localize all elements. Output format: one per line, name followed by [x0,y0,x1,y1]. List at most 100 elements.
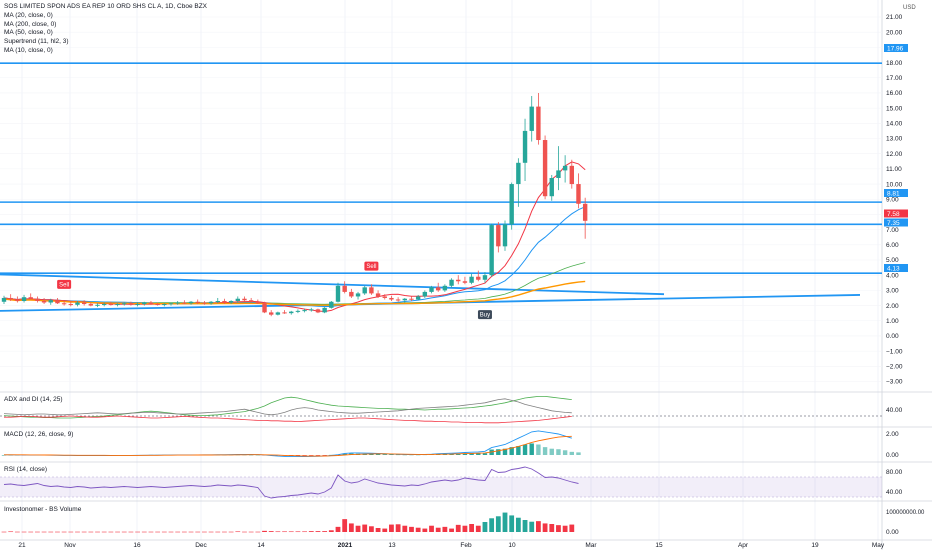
volume-title[interactable]: Investonomer - BS Volume [4,506,82,513]
volume-bar [128,531,134,533]
candle-body [395,299,401,301]
adx-title[interactable]: ADX and DI (14, 25) [4,396,63,403]
x-tick-label: 13 [388,542,396,549]
macd-histogram-bar [1,455,7,456]
candle-body [369,287,374,294]
macd-title[interactable]: MACD (12, 26, close, 9) [4,431,74,438]
y-tick-label: 0.00 [886,333,899,340]
signal-label: Buy [480,313,490,319]
rsi-tick-label: 40.00 [886,489,903,496]
candle-body [569,165,574,185]
volume-bar [268,531,274,532]
volume-bar [41,531,47,533]
candle-body [442,285,448,291]
candle-body [382,296,387,298]
volume-bar [88,531,94,533]
candle-body [255,301,261,304]
volume-bar [502,512,508,532]
candle-body [282,312,287,314]
candle-body [168,303,174,305]
volume-bar [328,530,334,532]
macd-histogram-bar [302,455,307,456]
rsi-band [0,477,882,497]
volume-bar [235,531,241,533]
rsi-tick-label: 80.00 [886,469,903,476]
legend-ma10[interactable]: MA (10, close, 0) [4,46,53,54]
candle-body [516,162,521,185]
y-tick-label: 17.00 [886,75,903,82]
volume-bar [429,525,434,532]
x-tick-label: May [872,542,885,549]
candle-body [95,304,100,306]
volume-bar [449,528,454,532]
candle-body [275,312,281,315]
volume-bar [469,524,474,532]
volume-bar [395,524,401,532]
x-tick-label: Nov [64,542,76,549]
volume-bar [202,531,207,533]
candle-body [375,293,381,297]
volume-bar [342,519,348,532]
rsi-title[interactable]: RSI (14, close) [4,466,47,473]
volume-bar [181,531,187,533]
sell-signal [57,279,72,289]
volume-bar [1,531,7,533]
candle-body [262,303,267,313]
volume-bar [228,531,234,533]
y-tick-label: 1.00 [886,318,899,325]
candle-body [128,303,134,305]
macd-histogram-bar [569,451,574,455]
volume-bar [556,525,561,532]
volume-bar [389,524,394,532]
price-tag [884,264,908,272]
y-tick-label: 20.00 [886,29,903,36]
candle-body [562,165,568,171]
legend-ma200[interactable]: MA (200, close, 0) [4,20,57,28]
volume-bar [95,531,100,533]
volume-bar [515,517,521,532]
candle-body [135,304,140,306]
macd-histogram-bar [369,453,374,455]
currency-label: USD [903,5,916,11]
y-tick-label: 15.00 [886,105,903,112]
volume-bar [141,531,147,533]
volume-bar [21,531,27,533]
candle-body [215,301,220,303]
candle-body [15,299,20,302]
macd-signal-line [4,435,572,457]
candle-body [41,301,47,303]
price-tag-label: 7.58 [887,211,900,218]
volume-bar [35,531,40,533]
candle-body [509,184,514,225]
candle-body [248,300,254,302]
volume-bar [288,531,294,533]
candle-body [529,106,534,131]
legend-ma20[interactable]: MA (20, close, 0) [4,11,53,19]
candle-body [576,184,581,204]
macd-tick-label: 0.00 [886,452,899,459]
volume-tick-label: 0.00 [886,529,899,536]
volume-bar [262,530,267,532]
adx-tick-label: 40.00 [886,407,903,414]
candle-body [402,298,407,301]
legend-supertrend[interactable]: Supertrend (11, hl2, 3) [4,38,69,46]
volume-bar [101,531,107,533]
volume-bar [135,531,140,533]
candle-body [329,301,334,308]
candle-body [269,312,274,315]
y-tick-label: 3.00 [886,288,899,295]
y-tick-label: −3.00 [886,379,903,386]
volume-bar [248,531,254,533]
candle-body [522,130,528,163]
ma200-line [3,280,586,306]
candle-body [81,302,87,305]
candle-body [28,297,33,299]
signal-label: Sell [59,282,69,288]
volume-bar [215,531,221,533]
candle-body [61,303,67,305]
price-tag [884,44,908,52]
legend-ma50[interactable]: MA (50, close, 0) [4,29,53,37]
volume-bar [115,531,120,533]
volume-bar [422,528,428,532]
